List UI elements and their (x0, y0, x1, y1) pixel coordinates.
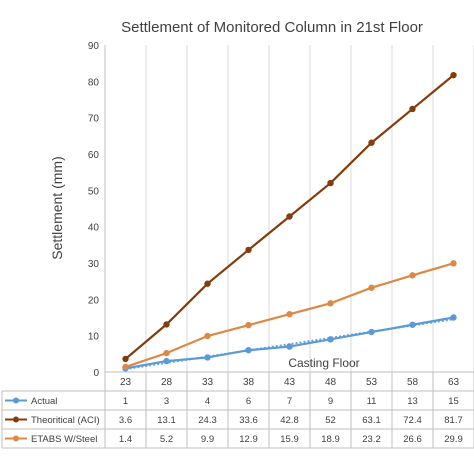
data-label: 1 (123, 396, 128, 407)
y-tick-label: 60 (88, 150, 100, 161)
series-layer (122, 71, 457, 372)
legend-entry: ETABS W/Steel (31, 434, 97, 445)
legend-key-marker (13, 397, 19, 404)
data-point (122, 355, 129, 363)
legend-entry: Theoritical (ACI) (31, 415, 100, 426)
data-point (327, 300, 334, 307)
series-2 (122, 260, 457, 371)
data-point (245, 321, 252, 329)
y-tick-label: 10 (88, 332, 100, 343)
data-point (163, 321, 170, 328)
y-tick-label: 40 (88, 223, 100, 234)
y-tick-label: 50 (88, 186, 100, 197)
data-label: 4 (205, 396, 210, 407)
data-label: 13.1 (157, 415, 176, 426)
data-point (204, 280, 211, 287)
data-label: 12.9 (239, 434, 258, 445)
y-tick-label: 90 (88, 41, 100, 52)
data-point (368, 139, 375, 146)
legend-key-marker (13, 435, 19, 442)
data-point (409, 105, 416, 113)
data-label: 3 (164, 396, 169, 407)
data-label: 1.4 (119, 434, 132, 445)
data-label: 29.9 (444, 434, 463, 445)
data-label: 15 (448, 396, 459, 407)
gridlines (104, 45, 474, 372)
data-point (368, 284, 375, 291)
data-label: 33.6 (239, 415, 258, 426)
y-axis-label: Settlement (mm) (49, 156, 65, 259)
data-label: 18.9 (321, 434, 340, 445)
data-point (450, 314, 457, 321)
data-label: 9.9 (201, 434, 214, 445)
y-axis-ticks: 0 10 20 30 40 50 60 70 80 90 (88, 41, 100, 379)
axes (104, 45, 474, 373)
data-label: 72.4 (403, 415, 422, 426)
data-point (245, 246, 252, 254)
data-point (163, 349, 170, 357)
x-tick-label: 23 (120, 377, 132, 388)
data-point (409, 272, 416, 279)
x-tick-label: 58 (407, 377, 419, 388)
x-tick-label: 38 (243, 377, 255, 388)
data-point (327, 179, 334, 187)
data-label: 81.7 (444, 415, 463, 426)
data-label: 24.3 (198, 415, 217, 426)
data-label: 52 (325, 415, 336, 426)
data-point (204, 332, 211, 340)
trendline (125, 318, 454, 371)
data-label: 9 (328, 396, 333, 407)
series-1 (122, 71, 457, 363)
y-tick-label: 80 (88, 77, 100, 88)
data-label: 15.9 (280, 434, 299, 445)
data-label: 7 (287, 396, 292, 407)
chart-title: Settlement of Monitored Column in 21st F… (121, 19, 423, 36)
y-tick-label: 70 (88, 114, 100, 125)
data-point (450, 260, 457, 267)
data-label: 23.2 (362, 434, 381, 445)
data-label: 11 (367, 396, 377, 407)
x-tick-label: 28 (161, 377, 173, 388)
data-label: 5.2 (160, 434, 173, 445)
data-point (286, 213, 293, 220)
data-label: 6 (246, 396, 251, 407)
legend-entry: Actual (31, 396, 57, 407)
data-label: 26.6 (403, 434, 422, 445)
data-point (450, 71, 457, 79)
y-tick-label: 30 (88, 259, 100, 270)
data-point (286, 311, 293, 318)
data-point (122, 363, 129, 371)
y-tick-label: 0 (93, 368, 99, 379)
x-tick-label: 33 (202, 377, 214, 388)
y-tick-label: 20 (88, 295, 100, 306)
data-label: 3.6 (119, 415, 132, 426)
data-point (163, 357, 170, 365)
x-axis-label: Casting Floor (288, 356, 359, 370)
x-tick-label: 43 (284, 377, 296, 388)
x-tick-label: 63 (448, 377, 460, 388)
data-label: 13 (407, 396, 418, 407)
data-label: 42.8 (280, 415, 299, 426)
legend-key-marker (13, 416, 19, 423)
data-label: 63.1 (362, 415, 381, 426)
x-tick-label: 53 (366, 377, 378, 388)
x-tick-label: 48 (325, 377, 337, 388)
